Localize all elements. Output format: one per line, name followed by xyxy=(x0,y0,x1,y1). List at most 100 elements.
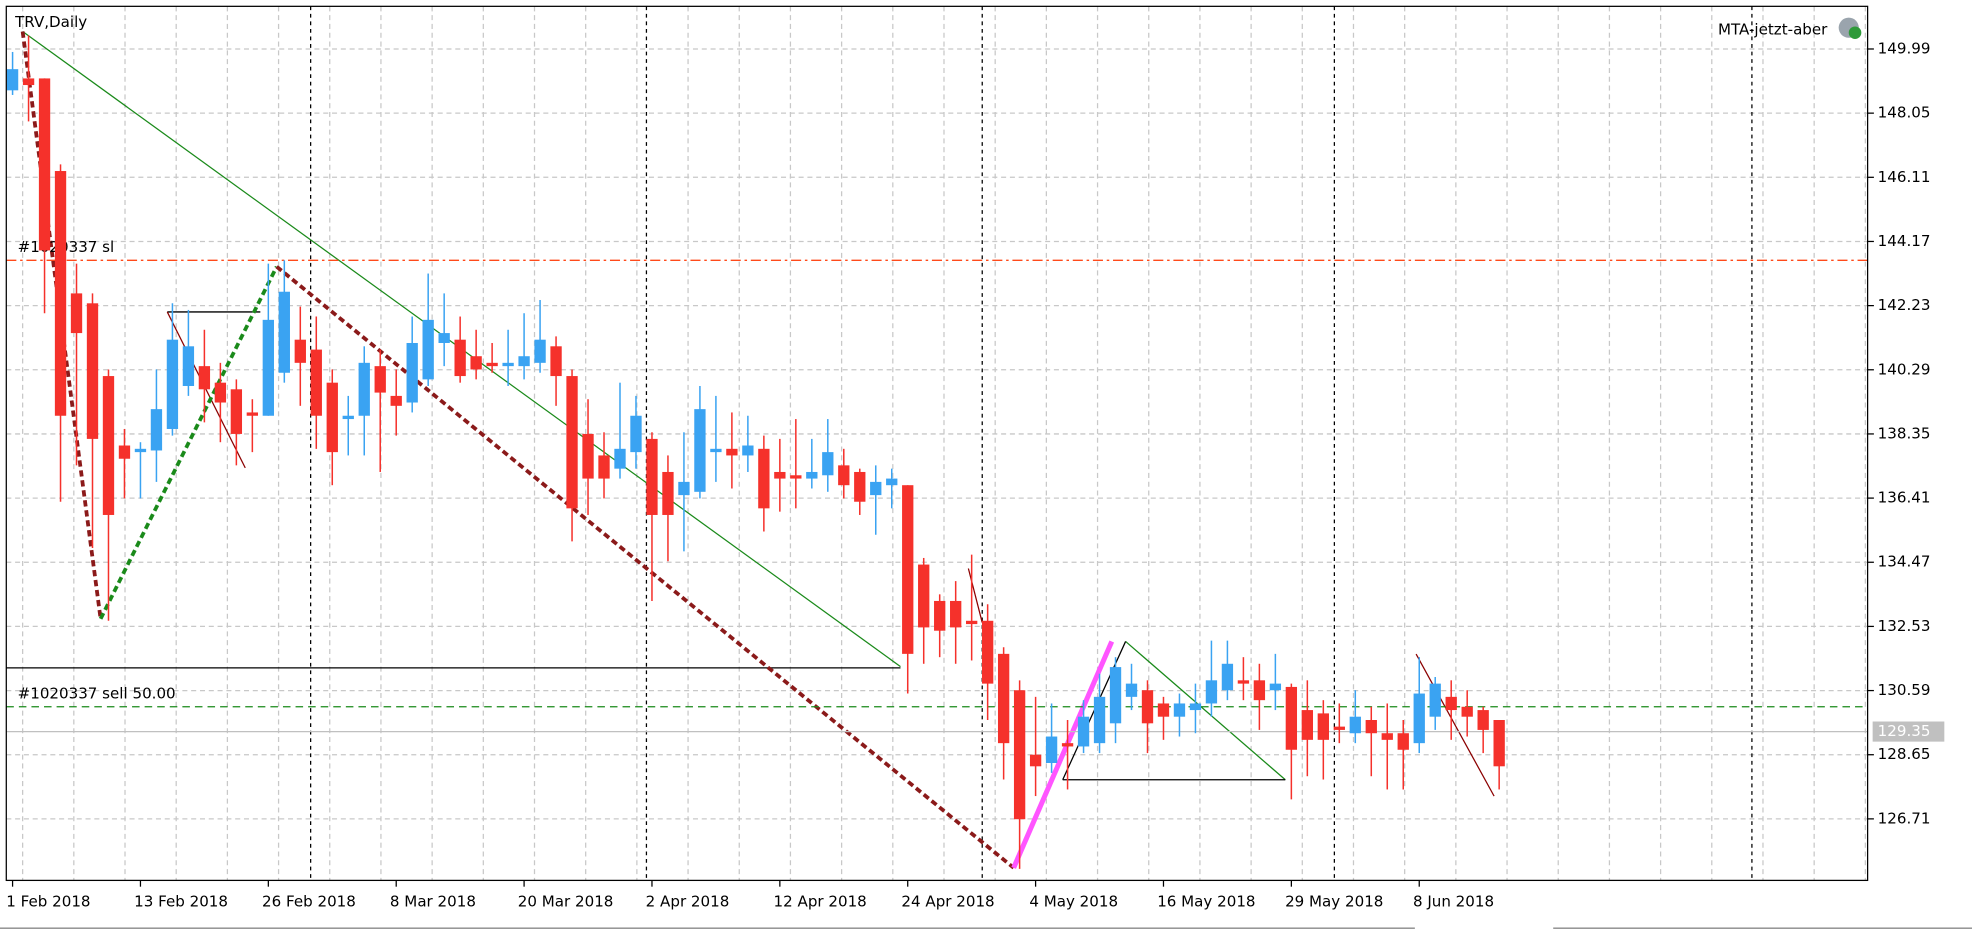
y-tick-label: 138.35 xyxy=(1878,424,1931,442)
candle-body xyxy=(6,69,19,91)
x-tick-label: 24 Apr 2018 xyxy=(901,892,994,910)
candle-body xyxy=(342,415,354,420)
candle-body xyxy=(1253,680,1266,701)
x-tick-label: 4 May 2018 xyxy=(1029,892,1118,910)
candle-body xyxy=(246,412,259,416)
x-tick-label: 29 May 2018 xyxy=(1285,892,1383,910)
x-tick-label: 20 Mar 2018 xyxy=(518,892,614,910)
indicator-label: MTA-jetzt-aber xyxy=(1718,21,1828,39)
candle-body xyxy=(1173,703,1186,717)
candle-body xyxy=(1269,683,1282,691)
x-tick-label: 1 Feb 2018 xyxy=(6,892,90,910)
candle-body xyxy=(406,342,418,403)
trendline xyxy=(1415,653,1495,797)
candle-body xyxy=(438,333,450,343)
candle-body xyxy=(886,478,898,486)
candle-body xyxy=(678,481,690,496)
candle-body xyxy=(22,78,35,86)
candle-body xyxy=(774,471,786,479)
candle-body xyxy=(70,293,83,334)
candle-body xyxy=(646,438,658,515)
candle-body xyxy=(454,339,466,377)
candle-body xyxy=(54,171,67,416)
x-tick-label: 26 Feb 2018 xyxy=(262,892,356,910)
candle-body xyxy=(1333,726,1345,730)
trendline xyxy=(967,568,983,623)
candle-body xyxy=(950,600,962,628)
candle-body xyxy=(150,409,163,451)
candle-body xyxy=(182,346,195,386)
candle-body xyxy=(198,366,211,390)
candle-body xyxy=(166,339,179,429)
candle-body xyxy=(614,448,626,469)
candle-body xyxy=(566,376,578,509)
candle-body xyxy=(870,481,882,496)
candle-body xyxy=(902,485,914,654)
candles xyxy=(6,35,1505,869)
y-tick-label: 136.41 xyxy=(1878,489,1931,507)
candle-body xyxy=(214,382,227,403)
candle-body xyxy=(1221,663,1234,691)
candle-body xyxy=(134,448,147,453)
y-tick-label: 128.65 xyxy=(1878,745,1931,763)
candle-body xyxy=(1317,713,1329,740)
candle-body xyxy=(230,389,243,434)
candle-body xyxy=(294,339,306,363)
candle-body xyxy=(790,475,802,479)
candle-body xyxy=(1301,710,1314,740)
candle-body xyxy=(1413,693,1425,744)
chart-title: TRV,Daily xyxy=(14,13,87,31)
candle-body xyxy=(1157,703,1170,717)
candle-body xyxy=(966,620,978,625)
y-tick-label: 148.05 xyxy=(1878,104,1931,122)
candle-body xyxy=(502,362,514,367)
candle-body xyxy=(38,78,51,251)
candle-body xyxy=(1461,706,1473,717)
candle-body xyxy=(550,346,562,377)
trendline xyxy=(166,311,246,469)
candle-body xyxy=(374,366,386,393)
candle-body xyxy=(1397,733,1409,750)
candle-body xyxy=(102,376,115,515)
y-tick-label: 126.71 xyxy=(1878,809,1931,827)
candle-body xyxy=(997,653,1010,744)
candle-body xyxy=(310,349,322,416)
candle-body xyxy=(758,448,770,509)
y-tick-label: 140.29 xyxy=(1878,360,1931,378)
x-tick-label: 13 Feb 2018 xyxy=(134,892,228,910)
candle-body xyxy=(1493,720,1505,767)
candle-body xyxy=(662,471,674,515)
order-lines: #1020337 sl#1020337 sell 50.00 xyxy=(6,238,1868,733)
candle-body xyxy=(1125,683,1138,697)
x-tick-label: 16 May 2018 xyxy=(1157,892,1255,910)
candle-body xyxy=(1445,696,1457,711)
candle-body xyxy=(1381,733,1393,740)
zigzag xyxy=(98,265,279,620)
candle-body xyxy=(1109,667,1122,724)
candle-body xyxy=(86,303,99,439)
candle-body xyxy=(1285,686,1298,750)
y-tick-label: 142.23 xyxy=(1878,296,1931,314)
candle-body xyxy=(278,291,290,373)
zigzag xyxy=(275,265,1015,870)
order-label: #1020337 sell 50.00 xyxy=(18,685,176,703)
candle-body xyxy=(1189,703,1202,711)
y-tick-label: 149.99 xyxy=(1878,39,1931,57)
candle-body xyxy=(726,448,738,456)
candle-body xyxy=(358,362,370,416)
candle-body xyxy=(534,339,546,363)
candle-body xyxy=(822,452,834,476)
candle-body xyxy=(838,465,850,486)
candle-body xyxy=(1349,716,1361,734)
candle-body xyxy=(1237,680,1250,684)
candle-body xyxy=(118,445,131,459)
axes: 149.99 148.05 146.11 144.17 142.23 140.29 138.… xyxy=(6,39,1945,910)
candle-body xyxy=(694,409,706,492)
zigzag xyxy=(1011,640,1115,869)
last-price-box xyxy=(1872,721,1945,742)
candle-body xyxy=(1365,720,1377,734)
candle-body xyxy=(422,319,434,380)
